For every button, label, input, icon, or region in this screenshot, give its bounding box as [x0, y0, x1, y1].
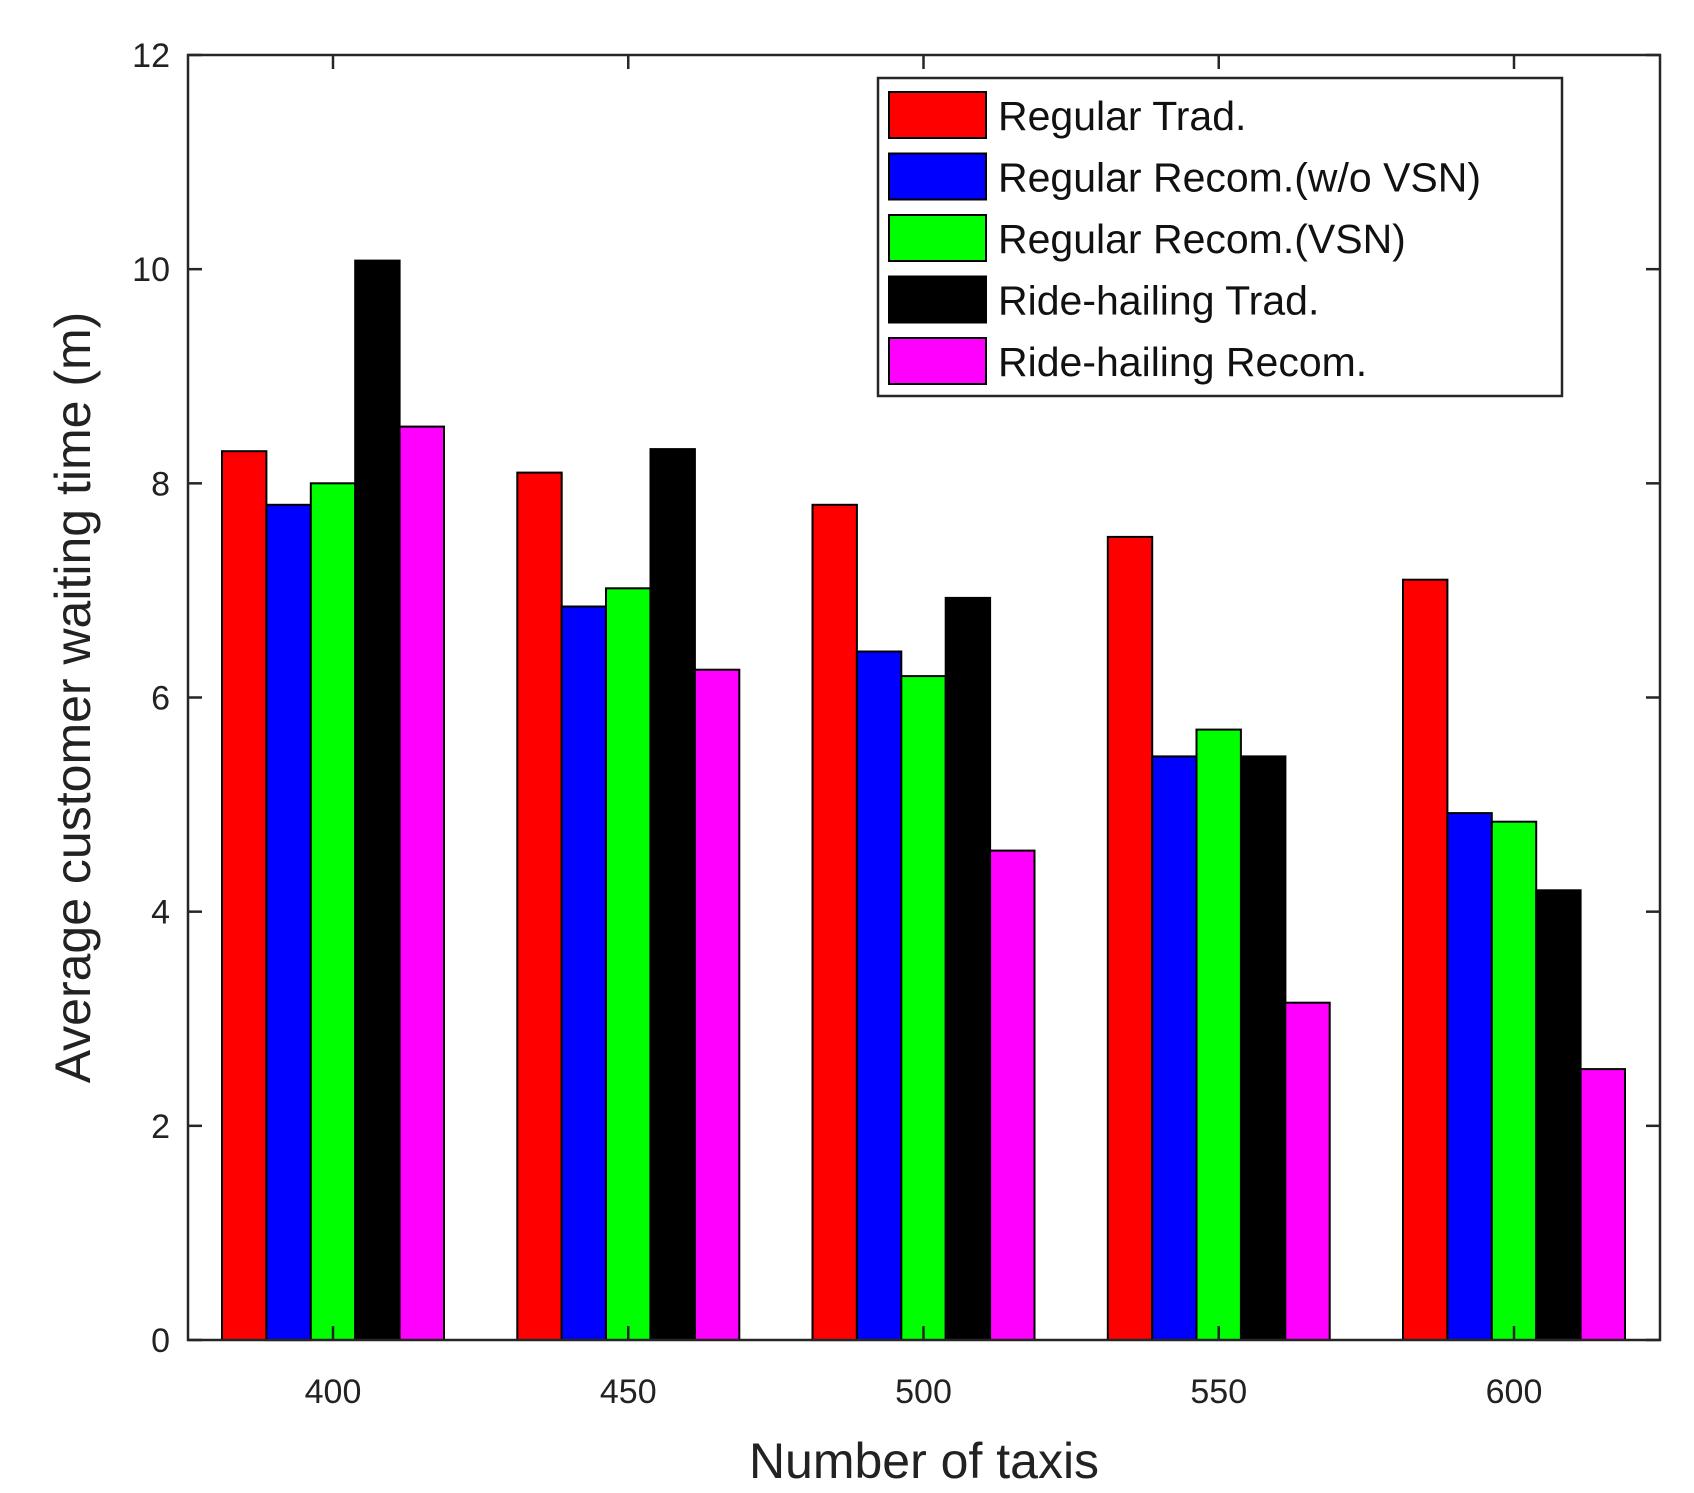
- bar-regular-trad-550: [1106, 535, 1154, 1341]
- legend-label: Ride-hailing Recom.: [998, 339, 1367, 385]
- bar-ride-hailing-trad-500: [944, 596, 992, 1341]
- legend-label: Regular Recom.(VSN): [998, 216, 1406, 262]
- bars-layer: [221, 259, 1626, 1342]
- bar-regular-recom-vsn-550: [1195, 728, 1242, 1341]
- y-axis-title: Average customer waiting time (m): [45, 312, 101, 1084]
- bar-regular-trad-500: [811, 503, 858, 1342]
- bar-ride-hailing-trad-450: [649, 448, 696, 1342]
- bar-regular-recom-w-o-vsn-450: [560, 605, 607, 1341]
- bar-ride-hailing-recom-600: [1579, 1068, 1626, 1341]
- bar-ride-hailing-trad-600: [1535, 889, 1582, 1342]
- y-tick-label: 4: [151, 894, 170, 932]
- bar-regular-recom-w-o-vsn-550: [1151, 755, 1198, 1341]
- axes-box: [186, 53, 1662, 1342]
- x-tick-label: 550: [1190, 1373, 1247, 1411]
- legend-swatch: [888, 275, 987, 324]
- bar-regular-trad-600: [1402, 578, 1449, 1341]
- bar-ride-hailing-recom-450: [693, 668, 741, 1341]
- bar-regular-recom-w-o-vsn-400: [265, 503, 312, 1342]
- bar-regular-trad-450: [516, 471, 563, 1342]
- legend-swatch: [888, 91, 987, 139]
- y-tick-label: 2: [151, 1108, 170, 1146]
- ticks-layer: 0 2 4 6 8 10 12 400 450 500 550 600: [132, 37, 1660, 1411]
- bar-regular-recom-w-o-vsn-600: [1446, 812, 1493, 1341]
- bar-regular-recom-w-o-vsn-500: [855, 650, 903, 1341]
- bar-regular-recom-vsn-450: [605, 587, 652, 1341]
- y-tick-label: 6: [151, 680, 170, 718]
- bar-regular-trad-400: [221, 450, 268, 1341]
- legend-label: Regular Trad.: [998, 93, 1246, 139]
- legend-swatch: [888, 214, 987, 262]
- x-tick-label: 600: [1486, 1373, 1543, 1411]
- legend-label: Regular Recom.(w/o VSN): [998, 155, 1481, 201]
- x-axis-title: Number of taxis: [749, 1433, 1099, 1489]
- legend-swatch: [888, 337, 987, 385]
- y-tick-label: 12: [132, 37, 170, 75]
- bar-ride-hailing-trad-400: [354, 259, 401, 1342]
- y-tick-label: 0: [151, 1322, 170, 1360]
- bar-regular-recom-vsn-400: [309, 482, 357, 1341]
- bar-ride-hailing-recom-400: [398, 425, 446, 1342]
- bar-ride-hailing-trad-550: [1240, 755, 1287, 1341]
- y-tick-label: 10: [132, 251, 170, 289]
- legend-swatch: [888, 152, 987, 201]
- x-tick-label: 500: [895, 1373, 952, 1411]
- legend-box: [876, 76, 1564, 398]
- bar-ride-hailing-recom-550: [1284, 1001, 1331, 1341]
- x-tick-label: 450: [600, 1373, 657, 1411]
- y-tick-label: 8: [151, 465, 170, 503]
- bar-ride-hailing-recom-500: [989, 849, 1036, 1341]
- x-tick-label: 400: [305, 1373, 362, 1411]
- bar-regular-recom-vsn-600: [1490, 820, 1538, 1341]
- bar-regular-recom-vsn-500: [900, 675, 947, 1341]
- legend: Regular Trad. Regular Recom.(w/o VSN) Regu…: [876, 76, 1564, 398]
- legend-label: Ride-hailing Trad.: [998, 278, 1319, 324]
